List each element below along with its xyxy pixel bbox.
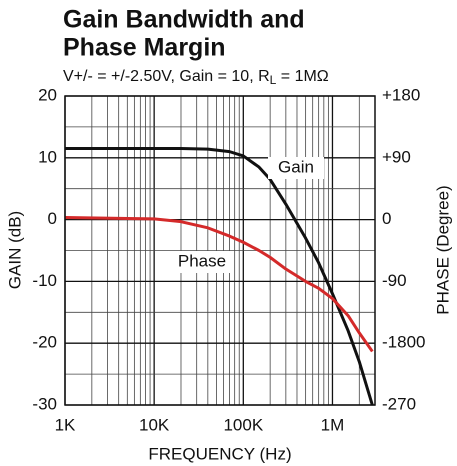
y2-tick-label: 0 <box>382 209 391 228</box>
y2-tick-label: -1800 <box>382 333 425 352</box>
x-axis-label: FREQUENCY (Hz) <box>148 444 291 463</box>
subtitle-part: = 1MΩ <box>276 68 328 85</box>
annotation-bg <box>268 157 324 179</box>
y-tick-label: 10 <box>38 147 57 166</box>
x-tick-label: 10K <box>139 415 170 434</box>
plot-frame <box>64 95 376 406</box>
lines <box>64 147 374 406</box>
grid <box>64 95 376 406</box>
y2-tick-label: -270 <box>382 394 416 413</box>
phase-annotation: Phase <box>178 251 226 270</box>
subtitle-part: V+/- = +/-2.50V, Gain = 10, R <box>63 68 270 85</box>
y-tick-label: -20 <box>32 333 57 352</box>
x-tick-label: 100K <box>223 415 263 434</box>
gain-annotation: Gain <box>278 157 314 176</box>
y-axis-label: GAIN (dB) <box>5 211 24 289</box>
subtitle-subscript: L <box>270 73 277 87</box>
chart-title: Gain Bandwidth and <box>63 6 305 34</box>
y-tick-label: -10 <box>32 271 57 290</box>
y-tick-label: -30 <box>32 394 57 413</box>
y2-tick-label: +180 <box>382 85 420 104</box>
series-line <box>65 147 374 406</box>
series-line <box>64 216 374 353</box>
x-tick-label: 1K <box>55 415 76 434</box>
y2-tick-label: +90 <box>382 147 411 166</box>
annotation-bg <box>170 251 234 273</box>
y-tick-label: 20 <box>38 85 57 104</box>
chart-title: Phase Margin <box>63 34 226 62</box>
x-tick-label: 1M <box>321 415 345 434</box>
y-tick-label: 0 <box>48 209 57 228</box>
y2-axis-label: PHASE (Degree) <box>433 185 452 314</box>
y2-tick-label: -90 <box>382 271 407 290</box>
chart-subtitle: V+/- = +/-2.50V, Gain = 10, RL = 1MΩ <box>63 68 329 87</box>
